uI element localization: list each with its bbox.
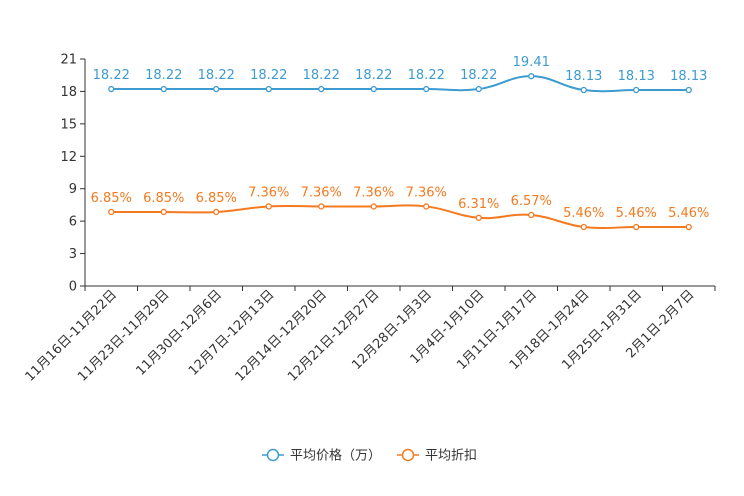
- series-2-data-label: 7.36%: [406, 185, 447, 200]
- series-2-point: [160, 208, 167, 216]
- series-2-point: [265, 203, 272, 210]
- y-tick-label: 9: [69, 182, 77, 197]
- series-1-data-label: 18.22: [145, 68, 182, 83]
- series-1-point: [423, 85, 430, 93]
- legend-label: 平均价格（万）: [290, 448, 381, 464]
- series-2-data-label: 7.36%: [301, 185, 342, 200]
- series-1-point: [160, 85, 167, 93]
- series-2-point: [685, 223, 692, 231]
- series-1-data-label: 18.13: [670, 69, 707, 84]
- legend-marker: [266, 448, 280, 462]
- legend-label: 平均折扣: [425, 449, 477, 464]
- series-2-point: [318, 203, 325, 210]
- legend-marker: [401, 448, 415, 462]
- series-1-point: [633, 86, 640, 94]
- series-2-data-label: 5.46%: [616, 206, 657, 221]
- series-1-data-label: 18.13: [618, 69, 655, 84]
- series-2-point: [370, 203, 377, 210]
- series-1-point: [475, 85, 482, 93]
- series-1-point: [528, 73, 535, 80]
- series-2-data-label: 6.57%: [511, 194, 552, 209]
- series-2-point: [633, 223, 640, 231]
- series-2-data-label: 6.85%: [196, 191, 237, 206]
- series-1-data-label: 18.13: [565, 69, 602, 84]
- y-tick-label: 12: [60, 150, 77, 165]
- legend-item-2[interactable]: 平均折扣: [397, 449, 477, 464]
- series-1-point: [318, 85, 325, 93]
- series-2-data-label: 5.46%: [668, 206, 709, 221]
- axes: 03691215182111月16日-11月22日11月23日-11月29日11…: [23, 53, 716, 385]
- series-1-data-label: 18.22: [355, 68, 392, 83]
- series-1-point: [370, 85, 377, 93]
- series-2-data-label: 6.31%: [458, 197, 499, 212]
- series-2-point: [528, 211, 535, 219]
- series-2-data-label: 6.85%: [143, 191, 184, 206]
- legend-item-1[interactable]: 平均价格（万）: [262, 448, 381, 464]
- y-tick-label: 3: [69, 247, 77, 262]
- series-1-data-label: 18.22: [303, 68, 340, 83]
- series-1-point: [265, 85, 272, 93]
- x-tick-label: 11月23日-11月29日: [75, 287, 172, 384]
- series-1-point: [108, 85, 115, 93]
- x-tick-label: 12月14日-12月20日: [233, 287, 330, 384]
- y-tick-label: 6: [69, 215, 77, 230]
- series-2-point: [423, 203, 430, 210]
- x-tick-label: 11月16日-11月22日: [23, 287, 120, 384]
- series-1-data-label: 19.41: [513, 55, 550, 70]
- series-1-data-label: 18.22: [93, 68, 130, 83]
- x-tick-label: 12月21日-12月27日: [285, 287, 382, 384]
- series-2-data-label: 5.46%: [563, 206, 604, 221]
- y-tick-label: 0: [69, 280, 77, 295]
- y-tick-label: 18: [60, 85, 77, 100]
- series-2-point: [580, 223, 587, 231]
- series-2-point: [475, 214, 482, 221]
- series-1-data-label: 18.22: [198, 68, 235, 83]
- y-tick-label: 15: [60, 117, 77, 132]
- series-2-data-label: 7.36%: [353, 185, 394, 200]
- series-2-data-label: 7.36%: [248, 185, 289, 200]
- series-1-point: [580, 86, 587, 94]
- series-line-1: [111, 75, 689, 93]
- series-2-point: [108, 208, 115, 216]
- data-labels: 18.22 18.22 18.22 18.22 18.22 18.22 18.22 18.22…: [91, 55, 710, 221]
- series-2-point: [213, 208, 220, 216]
- series-1-data-label: 18.22: [460, 68, 497, 83]
- legend[interactable]: 平均价格（万） 平均折扣: [262, 448, 477, 464]
- series-1-point: [685, 86, 692, 94]
- series-layer: [108, 73, 692, 231]
- series-2-data-label: 6.85%: [91, 191, 132, 206]
- series-1-point: [213, 85, 220, 93]
- y-tick-label: 21: [60, 53, 77, 68]
- series-line-2: [111, 204, 689, 230]
- series-1-data-label: 18.22: [250, 68, 287, 83]
- series-1-data-label: 18.22: [408, 68, 445, 83]
